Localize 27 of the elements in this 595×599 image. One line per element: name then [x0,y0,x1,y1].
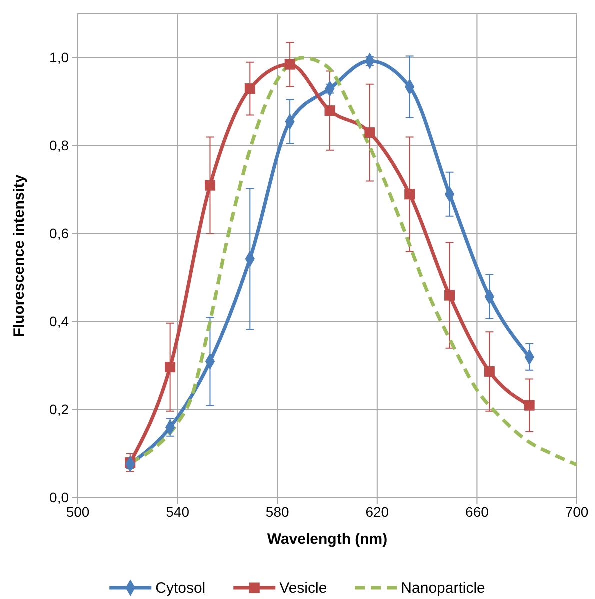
x-tick-label: 540 [166,504,190,520]
legend-label: Vesicle [280,580,328,597]
point [244,84,256,94]
y-tick-label: 0,6 [50,225,70,242]
x-tick-label: 620 [366,504,390,520]
x-axis-title: Wavelength (nm) [267,531,388,548]
y-tick-label: 0,2 [50,401,70,418]
point [404,189,416,200]
y-tick-label: 0,8 [50,137,70,154]
x-tick-label: 700 [565,504,589,520]
y-tick-label: 0,4 [50,313,70,330]
point [444,290,455,301]
point [364,128,376,138]
legend-label: Cytosol [156,580,206,597]
x-tick-label: 500 [66,504,90,520]
point [165,362,176,373]
point [324,106,336,116]
y-tick-label: 1,0 [50,49,70,66]
x-tick-label: 660 [466,504,490,520]
y-tick-label: 0,0 [50,489,70,506]
legend-label: Nanoparticle [401,580,486,597]
y-axis-title: Fluorescence intensity [11,174,28,338]
point [484,366,495,377]
point [524,400,535,411]
point [284,59,296,70]
x-tick-label: 580 [266,504,290,520]
point [204,180,216,191]
